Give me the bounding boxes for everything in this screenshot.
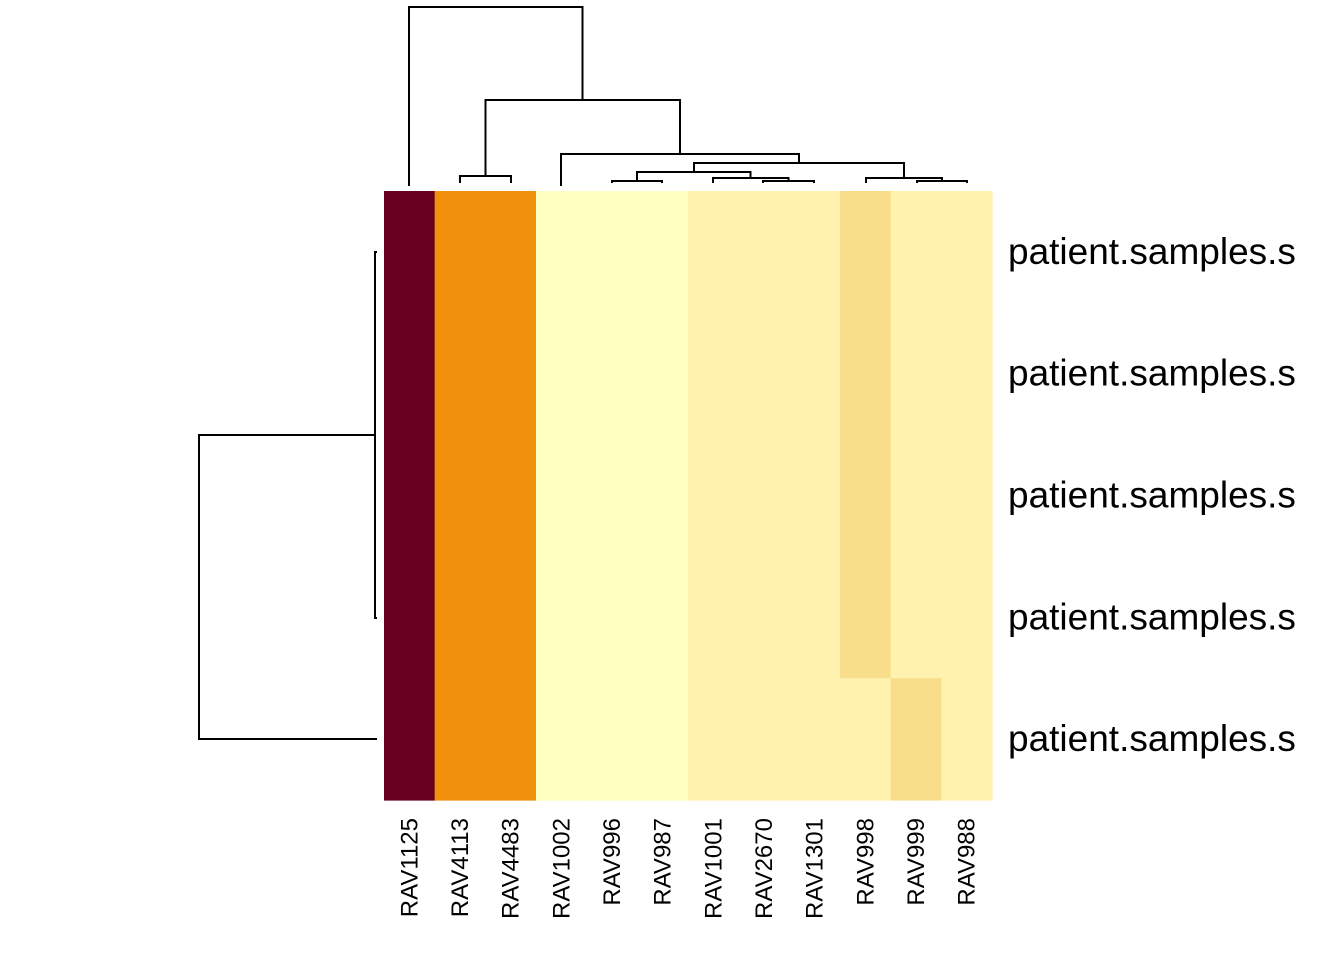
column-label: RAV2670 bbox=[751, 818, 778, 919]
heatmap-cell bbox=[840, 678, 892, 801]
heatmap-cell bbox=[586, 191, 638, 314]
heatmap-cells bbox=[384, 191, 993, 801]
heatmap-cell bbox=[890, 556, 942, 679]
heatmap-cell bbox=[384, 434, 436, 557]
heatmap-cell bbox=[738, 556, 790, 679]
column-label: RAV996 bbox=[599, 818, 626, 906]
heatmap-cell bbox=[536, 191, 588, 314]
column-dendrogram bbox=[408, 6, 968, 186]
dendrogram-branch bbox=[374, 251, 377, 619]
heatmap-cell bbox=[485, 312, 537, 436]
heatmap-cell bbox=[738, 191, 790, 314]
dendrogram-branch bbox=[459, 175, 512, 183]
heatmap-cell bbox=[434, 434, 486, 557]
dendrogram-branch bbox=[916, 180, 968, 183]
heatmap-cell bbox=[688, 191, 740, 314]
heatmap-cell bbox=[941, 191, 993, 314]
heatmap-cell bbox=[586, 678, 638, 801]
column-label: RAV999 bbox=[903, 818, 930, 906]
dendrogram-branch bbox=[762, 180, 815, 183]
column-label: RAV1002 bbox=[548, 818, 575, 919]
heatmap-cell bbox=[789, 556, 841, 679]
heatmap-cell bbox=[485, 191, 537, 314]
heatmap-cell bbox=[384, 556, 436, 679]
dendrogram-branch bbox=[198, 434, 377, 740]
column-label: RAV1001 bbox=[700, 818, 727, 919]
column-label: RAV988 bbox=[954, 818, 981, 906]
column-label: RAV987 bbox=[650, 818, 677, 906]
heatmap-cell bbox=[789, 678, 841, 801]
heatmap-cell bbox=[434, 678, 486, 801]
heatmap-cell bbox=[941, 678, 993, 801]
heatmap-cell bbox=[840, 434, 892, 557]
heatmap-cell bbox=[637, 191, 689, 314]
heatmap-cell bbox=[485, 434, 537, 557]
column-label: RAV4113 bbox=[447, 818, 474, 917]
heatmap-cell bbox=[840, 312, 892, 436]
heatmap-cell bbox=[586, 434, 638, 557]
heatmap-cell bbox=[688, 312, 740, 436]
row-dendrogram bbox=[198, 251, 377, 740]
heatmap-cell bbox=[536, 556, 588, 679]
dendrogram-branch bbox=[408, 6, 584, 186]
heatmap-cell bbox=[688, 434, 740, 557]
heatmap-cell bbox=[941, 556, 993, 679]
heatmap-cell bbox=[840, 191, 892, 314]
heatmap-cell bbox=[890, 191, 942, 314]
row-label: patient.samples.s bbox=[1008, 596, 1296, 637]
dendrogram-branch bbox=[636, 171, 752, 181]
row-label: patient.samples.s bbox=[1008, 353, 1296, 394]
heatmap-cell bbox=[384, 191, 436, 314]
dendrogram-branch bbox=[693, 162, 905, 178]
heatmap-cell bbox=[738, 434, 790, 557]
heatmap-cell bbox=[890, 678, 942, 801]
heatmap-cell bbox=[789, 191, 841, 314]
heatmap-cell bbox=[536, 312, 588, 436]
heatmap-cell bbox=[637, 556, 689, 679]
heatmap-cell bbox=[890, 312, 942, 436]
heatmap-cell bbox=[637, 434, 689, 557]
heatmap-cell bbox=[941, 434, 993, 557]
column-label: RAV998 bbox=[852, 818, 879, 906]
heatmap-cell bbox=[789, 434, 841, 557]
heatmap-cell bbox=[434, 191, 486, 314]
heatmap-cell bbox=[637, 678, 689, 801]
heatmap-cell bbox=[434, 556, 486, 679]
heatmap-cell bbox=[384, 678, 436, 801]
row-label: patient.samples.s bbox=[1008, 475, 1296, 516]
dendrogram-branch bbox=[611, 180, 663, 183]
heatmap-cell bbox=[637, 312, 689, 436]
row-labels: patient.samples.s patient.samples.s patien… bbox=[1008, 231, 1296, 759]
heatmap-cell bbox=[536, 434, 588, 557]
heatmap-cell bbox=[586, 312, 638, 436]
row-label: patient.samples.s bbox=[1008, 231, 1296, 272]
heatmap-cell bbox=[688, 556, 740, 679]
heatmap-cell bbox=[789, 312, 841, 436]
column-label: RAV4483 bbox=[498, 818, 525, 919]
heatmap-cell bbox=[586, 556, 638, 679]
heatmap-cell bbox=[536, 678, 588, 801]
heatmap-cell bbox=[485, 556, 537, 679]
heatmap-cell bbox=[890, 434, 942, 557]
column-label: RAV1125 bbox=[396, 818, 423, 917]
heatmap-cell bbox=[384, 312, 436, 436]
row-label: patient.samples.s bbox=[1008, 718, 1296, 759]
heatmap-cell bbox=[485, 678, 537, 801]
heatmap-cell bbox=[738, 678, 790, 801]
heatmap-cell bbox=[941, 312, 993, 436]
heatmap-cell bbox=[434, 312, 486, 436]
dendrogram-branch bbox=[484, 99, 681, 176]
heatmap-cell bbox=[738, 312, 790, 436]
column-labels: RAV1125 RAV4113 RAV4483 RAV1002 RAV996 RAV987… bbox=[396, 818, 980, 919]
heatmap-cell bbox=[688, 678, 740, 801]
column-label: RAV1301 bbox=[802, 818, 829, 919]
heatmap-cell bbox=[840, 556, 892, 679]
